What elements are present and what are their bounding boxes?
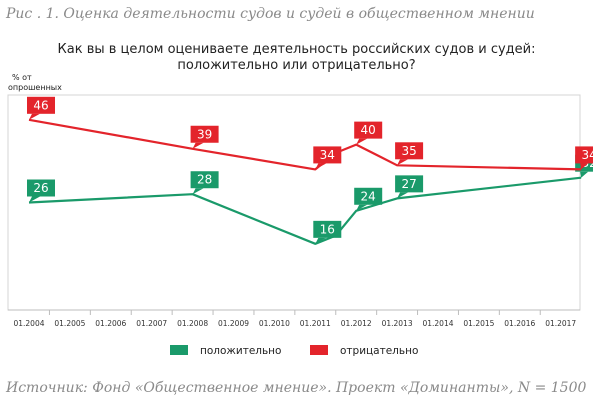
data-label-callout: 34 [313,146,342,170]
data-label: 27 [401,177,416,191]
callout-pointer [356,138,368,145]
callout-box [395,175,424,193]
callout-pointer [192,142,204,149]
callout-box [313,146,342,164]
callout-pointer [192,188,204,195]
data-label-callout: 24 [354,187,383,211]
x-tick-label: 01.2009 [218,319,249,328]
callout-pointer [356,204,368,211]
data-label-callout: 16 [313,220,342,244]
callout-pointer [315,237,327,244]
data-label-callout: 39 [190,125,219,149]
x-tick-label: 01.2015 [463,319,494,328]
series-line-negative [28,118,582,171]
callout-box [27,96,55,114]
figure-caption: Рис . 1. Оценка деятельности судов и суд… [6,6,535,22]
callout-pointer [580,171,589,178]
callout-box [354,187,383,205]
x-tick-label: 01.2011 [300,319,331,328]
callout-box [313,220,342,238]
callout-pointer [29,113,40,120]
x-tick-label: 01.2006 [95,319,126,328]
y-axis-label-line2: опрошенных [8,83,62,92]
data-label: 34 [582,148,593,162]
callout-pointer [315,163,327,170]
chart-title-line2: положительно или отрицательно? [177,58,416,73]
x-tick-label: 01.2004 [13,319,44,328]
x-tick-label: 01.2012 [341,319,372,328]
data-label: 40 [361,123,376,137]
x-tick-label: 01.2005 [54,319,85,328]
data-label: 26 [33,181,48,195]
callout-box [27,179,55,197]
callout-pointer [29,196,40,203]
data-label-callout: 28 [190,171,219,195]
x-tick-label: 01.2017 [545,319,576,328]
x-tick-label: 01.2013 [382,319,413,328]
data-label: 46 [33,98,48,112]
data-label: 34 [320,148,335,162]
data-label: 39 [197,127,212,141]
y-axis-label-line1: % от [12,73,32,82]
callout-pointer [580,163,589,170]
data-label-callout: 26 [27,179,55,203]
data-label-callout: 40 [354,121,383,145]
callout-box [190,125,219,143]
data-label-callout: 27 [395,175,424,199]
callout-box [190,171,219,189]
data-label-callout: 46 [27,96,55,120]
data-label: 35 [401,144,416,158]
series-line-positive [28,176,582,245]
x-tick-label: 01.2007 [136,319,167,328]
source-note: Источник: Фонд «Общественное мнение». Пр… [6,380,587,396]
legend-label: положительно [200,345,281,357]
chart-title-line1: Как вы в целом оцениваете деятельность р… [57,42,536,57]
data-label-callout: 35 [395,142,424,166]
callout-pointer [397,159,409,166]
callout-box [395,142,424,160]
data-label-callout: 34 [575,146,593,170]
callout-box [575,146,593,164]
data-label: 16 [320,222,335,236]
callout-pointer [397,192,409,199]
data-label: 28 [197,173,212,187]
x-tick-label: 01.2008 [177,319,208,328]
x-tick-label: 01.2016 [504,319,535,328]
legend-swatch [170,345,188,355]
legend-swatch [310,345,328,355]
callout-box [354,121,383,139]
plot-frame [7,94,581,311]
legend-label: отрицательно [340,345,418,357]
x-tick-label: 01.2010 [259,319,290,328]
x-tick-label: 01.2014 [422,319,453,328]
data-label: 24 [361,189,376,203]
